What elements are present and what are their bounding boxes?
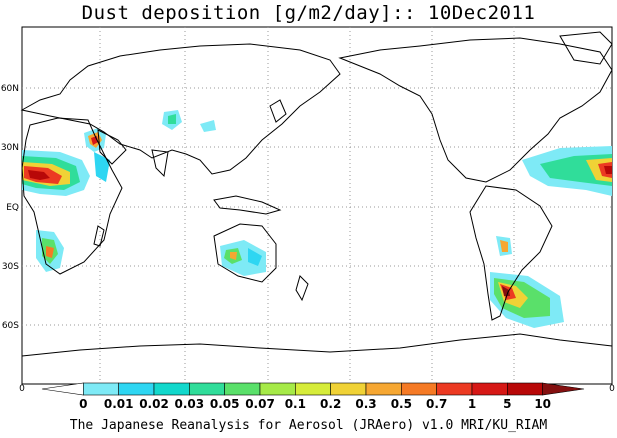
colorbar-tick-label: 0.3	[355, 397, 376, 411]
colorbar-cell	[507, 382, 543, 396]
latitude-labels: 60N 30N EQ 30S 60S	[1, 84, 19, 331]
colorbar-tick-label: 0.03	[175, 397, 205, 411]
colorbar-tick-label: 0	[79, 397, 87, 411]
map-frame	[21, 26, 613, 385]
colorbar-tick-label: 0.5	[391, 397, 412, 411]
lat-label-eq: EQ	[6, 203, 19, 213]
credit-line: The Japanese Reanalysis for Aerosol (JRA…	[69, 418, 548, 433]
coast-india	[151, 149, 169, 178]
colorbar-cell	[153, 382, 190, 396]
coast-new-zealand	[295, 275, 309, 302]
coast-indonesia	[213, 195, 282, 215]
colorbar-tick-label: 1	[468, 397, 476, 411]
coast-south-america	[469, 185, 553, 321]
coast-arabia	[97, 129, 127, 165]
lat-label-30n: 30N	[1, 143, 19, 153]
colorbar-cell	[189, 382, 225, 396]
colorbar-cell	[542, 382, 585, 396]
colorbar-tick-labels: 0 0.01 0.02 0.03 0.05 0.07 0.1 0.2 0.3 0.5 0.7 1 5 10	[79, 397, 551, 411]
colorbar-tick-label: 0.02	[139, 397, 169, 411]
colorbar-tick-label: 0.05	[210, 397, 240, 411]
colorbar-cell	[330, 382, 367, 396]
colorbar-cell	[401, 382, 437, 396]
colorbar-tick-label: 5	[503, 397, 511, 411]
colorbar-cells	[41, 382, 585, 396]
colorbar-tick-label: 10	[534, 397, 551, 411]
coastlines	[20, 31, 613, 357]
lat-label-60n: 60N	[1, 84, 19, 94]
frame-corner-label-right: 0	[609, 384, 615, 394]
colorbar-cell	[295, 382, 331, 396]
colorbar-cell	[471, 382, 508, 396]
colorbar-cell	[118, 382, 155, 396]
colorbar-tick-label: 0.7	[426, 397, 447, 411]
colorbar-cell	[83, 382, 119, 396]
lat-label-30s: 30S	[2, 262, 19, 272]
map-title: Dust deposition [g/m2/day]:: 10Dec2011	[81, 2, 536, 24]
colorbar-tick-label: 0.1	[285, 397, 306, 411]
colorbar-cell	[436, 382, 473, 396]
coast-north-america	[338, 37, 613, 183]
colorbar-cell	[224, 382, 261, 396]
coast-greenland	[559, 31, 613, 65]
colorbar-tick-label: 0.01	[104, 397, 134, 411]
frame-corner-label-left: 0	[19, 384, 25, 394]
coast-europe-asia	[20, 43, 341, 175]
coast-antarctica	[21, 333, 613, 357]
lat-label-60s: 60S	[2, 321, 19, 331]
colorbar-cell	[41, 382, 84, 396]
colorbar-cell	[365, 382, 402, 396]
colorbar-cell	[259, 382, 296, 396]
coast-africa	[21, 117, 123, 275]
coast-madagascar	[93, 225, 105, 247]
coast-japan	[269, 99, 287, 123]
dust-region-australia	[220, 240, 266, 276]
colorbar-tick-label: 0.2	[320, 397, 341, 411]
colorbar: 0 0.01 0.02 0.03 0.05 0.07 0.1 0.2 0.3 0.5 0.7 1 5 10…	[19, 382, 615, 411]
colorbar-tick-label: 0.07	[245, 397, 275, 411]
coast-australia	[213, 223, 277, 283]
